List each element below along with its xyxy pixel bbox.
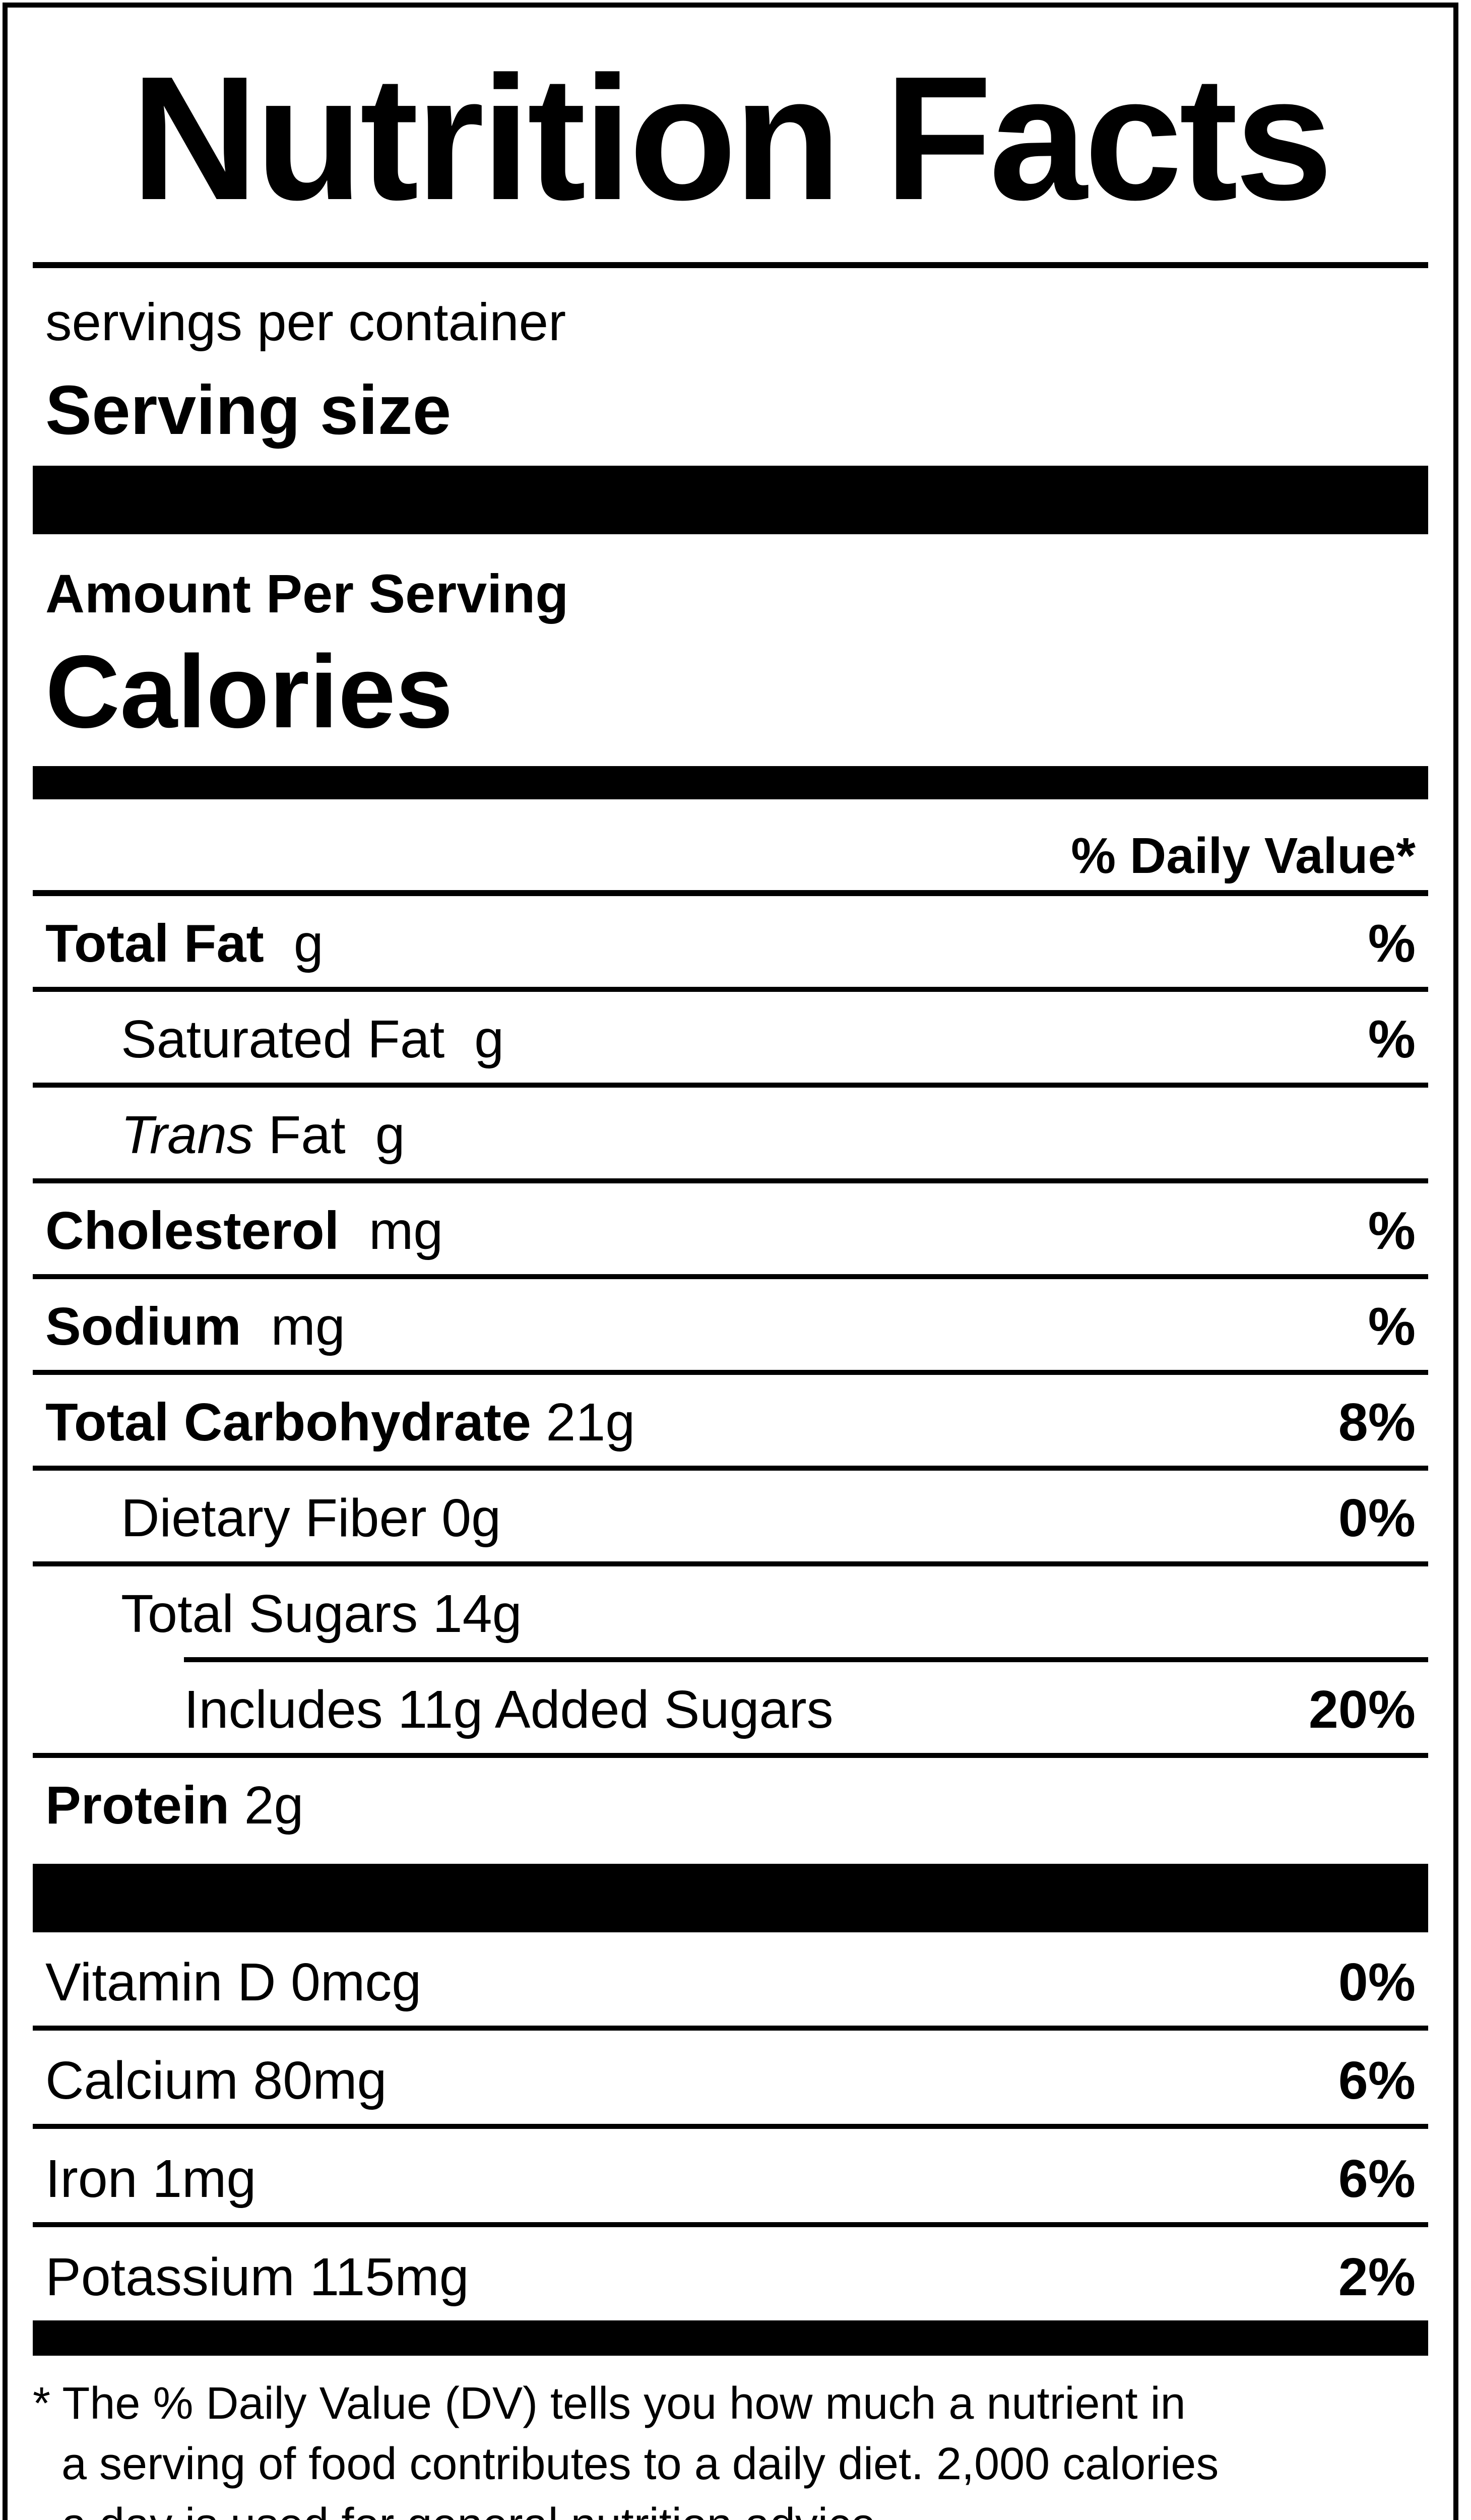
- divider-under-dv-header: [33, 890, 1428, 896]
- vitamin-name: Iron 1mg: [45, 2149, 257, 2209]
- nutrient-dv: %: [1368, 1297, 1416, 1356]
- daily-value-header: % Daily Value*: [1071, 828, 1416, 884]
- nutrient-row-dietary-fiber: Dietary Fiber 0g 0%: [33, 1471, 1428, 1566]
- nutrient-dv: %: [1368, 914, 1416, 973]
- nutrient-name: Cholesterol mg: [45, 1201, 443, 1261]
- servings-per-container: servings per container: [45, 293, 566, 352]
- vitamin-name: Vitamin D 0mcg: [45, 1952, 422, 2012]
- calories-row: Calories: [33, 633, 1428, 751]
- nutrient-name: Total Sugars 14g: [121, 1584, 522, 1644]
- nutrient-name: Protein 2g: [45, 1776, 304, 1835]
- vitamin-row-calcium: Calcium 80mg 6%: [33, 2031, 1428, 2129]
- indented-divider: [184, 1657, 1428, 1662]
- serving-size-row: Serving size: [33, 359, 1428, 460]
- vitamin-dv: 6%: [1338, 2149, 1416, 2209]
- vitamin-dv: 6%: [1338, 2051, 1416, 2110]
- nutrient-dv: 20%: [1308, 1680, 1416, 1739]
- nutrient-dv: %: [1368, 1201, 1416, 1261]
- nutrient-row-total-sugars: Total Sugars 14g: [33, 1566, 1428, 1662]
- nutrient-name: Saturated Fat g: [121, 1010, 504, 1069]
- thick-bar-protein: [33, 1864, 1428, 1932]
- nutrient-name: Dietary Fiber 0g: [121, 1488, 501, 1548]
- serving-size-label: Serving size: [45, 371, 452, 449]
- nutrient-row-sodium: Sodium mg %: [33, 1279, 1428, 1375]
- footnote-line: * The % Daily Value (DV) tells you how m…: [33, 2378, 1186, 2429]
- nutrient-row-total-carbohydrate: Total Carbohydrate 21g 8%: [33, 1375, 1428, 1471]
- amount-per-serving: Amount Per Serving: [45, 563, 569, 624]
- nutrient-row-protein: Protein 2g: [33, 1758, 1428, 1849]
- divider-under-title: [33, 262, 1428, 268]
- daily-value-footnote: * The % Daily Value (DV) tells you how m…: [33, 2356, 1428, 2520]
- nutrition-facts-label: Nutrition Facts servings per container S…: [3, 3, 1458, 2520]
- nutrient-dv: 0%: [1338, 1488, 1416, 1548]
- nutrient-name: Sodium mg: [45, 1297, 345, 1356]
- bar-before-footnote: [33, 2320, 1428, 2356]
- calories-label: Calories: [45, 634, 453, 749]
- nutrient-name: Total Carbohydrate 21g: [45, 1393, 635, 1452]
- nutrient-name: Includes 11g Added Sugars: [184, 1680, 834, 1739]
- vitamin-row-potassium: Potassium 115mg 2%: [33, 2227, 1428, 2320]
- vitamin-row-vitamin-d: Vitamin D 0mcg 0%: [33, 1932, 1428, 2031]
- nutrient-row-cholesterol: Cholesterol mg %: [33, 1183, 1428, 1279]
- nutrient-row-total-fat: Total Fat g %: [33, 896, 1428, 992]
- thick-bar-serving: [33, 466, 1428, 534]
- nutrient-dv: 8%: [1338, 1393, 1416, 1452]
- bar-under-calories: [33, 766, 1428, 799]
- nutrient-row-trans-fat: Trans Fat g: [33, 1088, 1428, 1183]
- vitamin-name: Calcium 80mg: [45, 2051, 387, 2110]
- nutrient-dv: %: [1368, 1010, 1416, 1069]
- nutrient-row-saturated-fat: Saturated Fat g %: [33, 992, 1428, 1088]
- vitamin-dv: 2%: [1338, 2247, 1416, 2307]
- nutrient-name: Trans Fat g: [121, 1105, 405, 1165]
- footnote-line: a serving of food contributes to a daily…: [61, 2439, 1219, 2489]
- vitamin-row-iron: Iron 1mg 6%: [33, 2129, 1428, 2227]
- footnote-line: a day is used for general nutrition advi…: [33, 2494, 1428, 2520]
- vitamin-name: Potassium 115mg: [45, 2247, 469, 2307]
- vitamin-dv: 0%: [1338, 1952, 1416, 2012]
- label-title: Nutrition Facts: [131, 40, 1333, 237]
- nutrient-row-added-sugars: Includes 11g Added Sugars 20%: [33, 1662, 1428, 1758]
- nutrient-name: Total Fat g: [45, 914, 324, 973]
